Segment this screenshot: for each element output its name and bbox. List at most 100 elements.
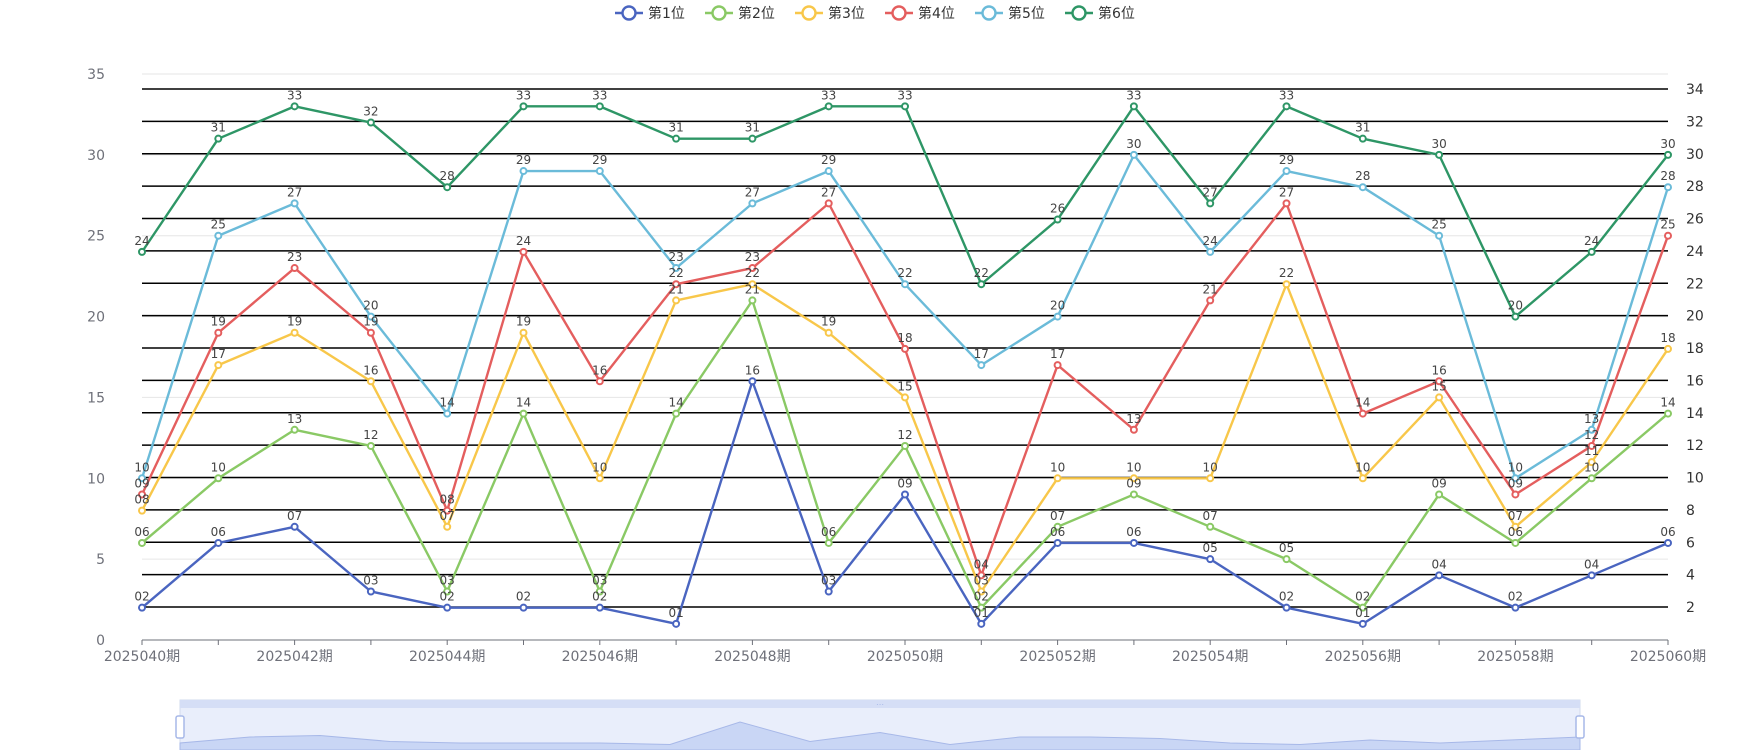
data-point xyxy=(1206,474,1215,483)
legend-item-2[interactable]: 第2位 xyxy=(705,5,775,22)
data-label: 14 xyxy=(668,396,683,410)
data-point xyxy=(595,474,604,483)
legend-item-5[interactable]: 第5位 xyxy=(975,5,1045,22)
data-label: 24 xyxy=(1584,234,1599,248)
data-point xyxy=(1282,102,1291,111)
data-point xyxy=(1129,474,1138,483)
data-label: 24 xyxy=(1203,234,1218,248)
data-label: 23 xyxy=(287,250,302,264)
data-point xyxy=(977,280,986,289)
data-label: 02 xyxy=(516,590,531,604)
data-label: 12 xyxy=(897,428,912,442)
data-point xyxy=(138,506,146,515)
data-label: 21 xyxy=(745,282,760,296)
data-point xyxy=(1129,102,1138,111)
y-left-tick-label: 20 xyxy=(87,310,105,326)
data-point xyxy=(1358,474,1367,483)
data-label: 31 xyxy=(1355,121,1370,135)
data-label: 16 xyxy=(1431,363,1446,377)
legend-item-4[interactable]: 第4位 xyxy=(885,5,955,22)
data-point xyxy=(1435,571,1444,580)
zoom-selection-bar xyxy=(180,700,1580,708)
data-label: 04 xyxy=(974,557,989,571)
zoom-handle-right[interactable] xyxy=(1575,715,1585,739)
data-label: 10 xyxy=(1203,460,1218,474)
data-point xyxy=(138,603,146,612)
data-point xyxy=(1511,312,1520,321)
data-label: 06 xyxy=(821,525,836,539)
y-right-tick-label: 18 xyxy=(1686,341,1704,357)
data-label: 22 xyxy=(1279,266,1294,280)
data-label: 01 xyxy=(1355,606,1370,620)
data-label: 23 xyxy=(745,250,760,264)
data-label: 05 xyxy=(1279,541,1294,555)
data-point xyxy=(824,328,833,337)
data-label: 25 xyxy=(1660,218,1675,232)
legend-item-6[interactable]: 第6位 xyxy=(1065,5,1135,22)
data-label: 27 xyxy=(745,185,760,199)
data-point xyxy=(443,603,452,612)
legend-label: 第1位 xyxy=(648,5,685,22)
data-label: 02 xyxy=(134,590,149,604)
zoom-handle-left[interactable] xyxy=(175,715,185,739)
data-label: 33 xyxy=(592,88,607,102)
y-left-tick-label: 0 xyxy=(96,633,105,649)
data-label: 30 xyxy=(1660,137,1675,151)
data-label: 09 xyxy=(1126,476,1141,490)
data-label: 01 xyxy=(974,606,989,620)
data-point xyxy=(977,619,986,628)
data-label: 07 xyxy=(287,509,302,523)
data-label: 26 xyxy=(1050,202,1065,216)
legend-label: 第5位 xyxy=(1008,5,1045,22)
data-point xyxy=(519,328,528,337)
y-left-tick-label: 30 xyxy=(87,148,105,164)
data-point xyxy=(214,361,223,370)
y-right-tick-label: 12 xyxy=(1686,438,1704,454)
data-label: 10 xyxy=(1584,460,1599,474)
data-label: 16 xyxy=(745,363,760,377)
series-lines xyxy=(138,102,1672,628)
legend-label: 第6位 xyxy=(1098,5,1135,22)
data-point xyxy=(1511,538,1520,547)
data-label: 09 xyxy=(1431,476,1446,490)
data-point xyxy=(214,134,223,143)
data-zoom-slider[interactable]: ⋯ xyxy=(175,699,1585,751)
data-point xyxy=(824,587,833,596)
data-point xyxy=(1129,538,1138,547)
y-left-tick-label: 10 xyxy=(87,471,105,487)
legend-marker xyxy=(981,5,997,21)
data-label: 07 xyxy=(1203,509,1218,523)
data-point xyxy=(138,538,146,547)
data-label: 01 xyxy=(668,606,683,620)
data-point xyxy=(1664,538,1672,547)
data-point xyxy=(1358,183,1367,192)
data-point xyxy=(519,603,528,612)
y-left-tick-label: 35 xyxy=(87,67,105,83)
data-label: 29 xyxy=(592,153,607,167)
data-label: 03 xyxy=(363,573,378,587)
legend-marker xyxy=(891,5,907,21)
x-tick-label: 2025048期 xyxy=(714,649,790,665)
data-label: 30 xyxy=(1126,137,1141,151)
data-point xyxy=(595,603,604,612)
data-point xyxy=(672,264,681,273)
legend[interactable]: 第1位 第2位 第3位 第4位 第5位 第6位 xyxy=(615,5,1135,22)
legend-marker xyxy=(1071,5,1087,21)
data-label: 02 xyxy=(974,590,989,604)
data-point xyxy=(290,102,299,111)
data-label: 16 xyxy=(363,363,378,377)
data-label: 22 xyxy=(668,266,683,280)
y-right-tick-label: 8 xyxy=(1686,503,1695,519)
data-point xyxy=(519,247,528,256)
data-label: 23 xyxy=(668,250,683,264)
y-right-tick-label: 26 xyxy=(1686,212,1704,228)
data-point xyxy=(443,409,452,418)
data-point xyxy=(1435,377,1444,386)
data-point xyxy=(1282,555,1291,564)
legend-item-1[interactable]: 第1位 xyxy=(615,5,685,22)
legend-item-3[interactable]: 第3位 xyxy=(795,5,865,22)
data-label: 17 xyxy=(974,347,989,361)
legend-label: 第2位 xyxy=(738,5,775,22)
data-label: 06 xyxy=(1050,525,1065,539)
